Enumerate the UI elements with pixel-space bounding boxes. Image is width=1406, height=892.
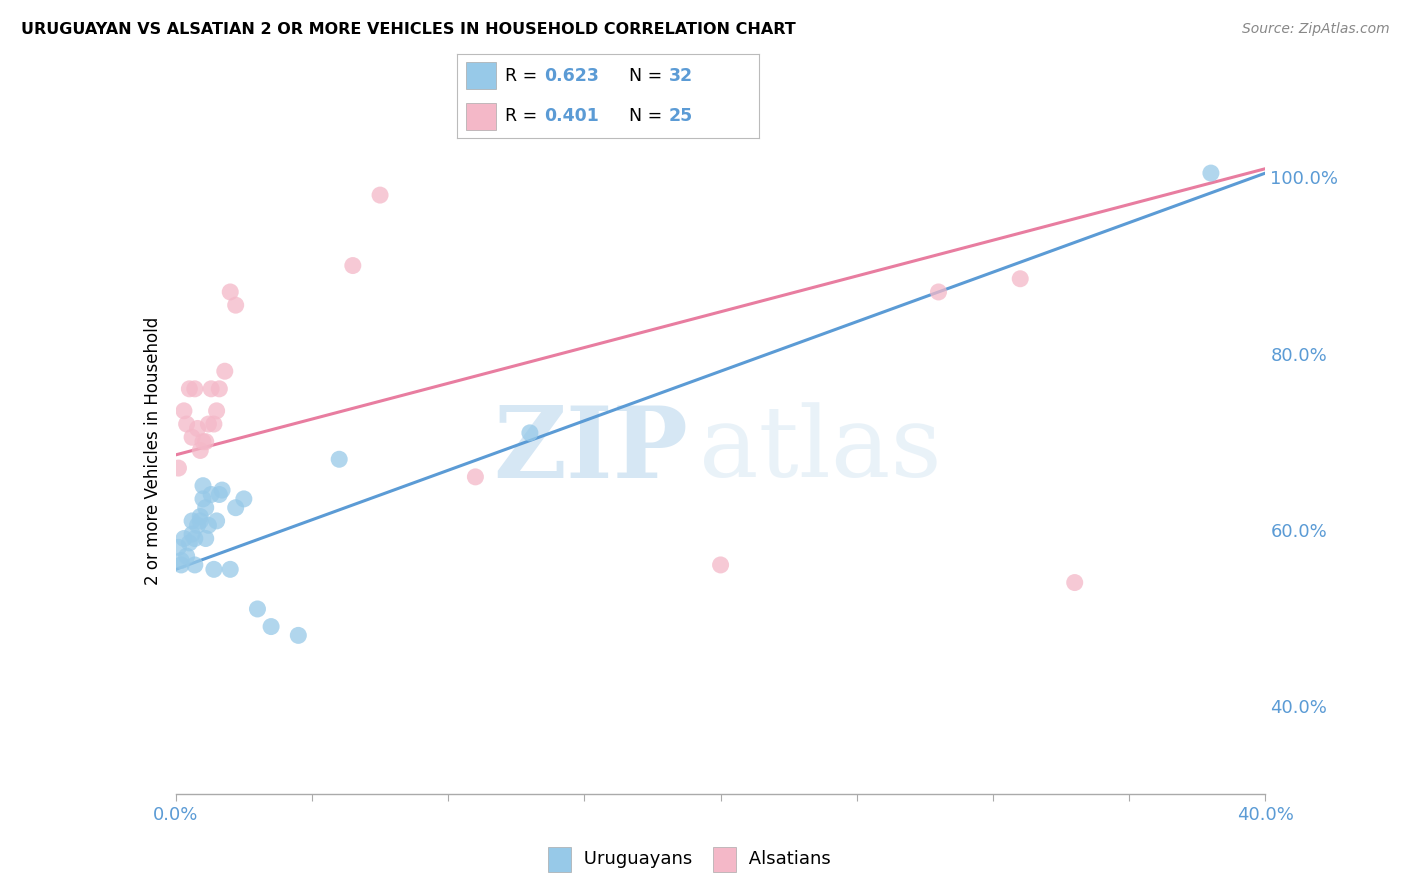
Point [176,549,198,563]
Point [191,434,214,449]
FancyBboxPatch shape [465,62,496,89]
Point [188,509,211,524]
Text: 0.401: 0.401 [544,107,599,125]
Text: 25: 25 [669,107,693,125]
Point [211,483,233,497]
Point [342,259,364,273]
FancyBboxPatch shape [465,103,496,130]
Point [464,470,486,484]
Point [208,382,231,396]
Text: Source: ZipAtlas.com: Source: ZipAtlas.com [1241,22,1389,37]
Point [167,541,190,555]
Point [170,553,193,567]
Y-axis label: 2 or more Vehicles in Household: 2 or more Vehicles in Household [143,317,162,584]
Point [205,514,228,528]
Point [179,536,201,550]
Point [186,421,209,435]
Point [184,558,207,572]
Point [214,364,236,378]
Point [1063,575,1085,590]
Point [167,461,190,475]
Point [260,619,283,633]
Point [181,514,204,528]
Point [176,417,198,431]
Point [202,417,225,431]
Point [219,562,242,576]
Point [194,532,217,546]
Point [710,558,733,572]
Point [225,298,247,312]
Text: 32: 32 [669,67,693,85]
Point [173,404,195,418]
Text: R =: R = [505,107,543,125]
Point [328,452,350,467]
Text: Alsatians: Alsatians [742,850,831,868]
Point [200,487,222,501]
Point [194,500,217,515]
Point [181,527,204,541]
Point [188,514,211,528]
Point [205,404,228,418]
Point [219,285,242,299]
Point [200,382,222,396]
Text: ZIP: ZIP [494,402,688,499]
Point [225,500,247,515]
Point [287,628,309,642]
Point [173,532,195,546]
Point [202,562,225,576]
Point [368,188,391,202]
Point [519,425,541,440]
Point [1010,271,1032,285]
Point [170,558,193,572]
Point [194,434,217,449]
Text: 0.623: 0.623 [544,67,599,85]
Point [197,518,219,533]
Text: N =: N = [630,67,668,85]
Point [246,602,269,616]
FancyBboxPatch shape [548,847,571,871]
Point [232,491,254,506]
Point [181,430,204,444]
Point [191,491,214,506]
Text: R =: R = [505,67,543,85]
Point [184,532,207,546]
Point [197,417,219,431]
Point [191,478,214,492]
Point [188,443,211,458]
Point [208,487,231,501]
Text: N =: N = [630,107,668,125]
Point [928,285,950,299]
Text: atlas: atlas [699,402,942,499]
Text: URUGUAYAN VS ALSATIAN 2 OR MORE VEHICLES IN HOUSEHOLD CORRELATION CHART: URUGUAYAN VS ALSATIAN 2 OR MORE VEHICLES… [21,22,796,37]
FancyBboxPatch shape [713,847,737,871]
Point [184,382,207,396]
Point [186,518,209,533]
Text: Uruguayans: Uruguayans [578,850,692,868]
Point [179,382,201,396]
Point [1199,166,1222,180]
